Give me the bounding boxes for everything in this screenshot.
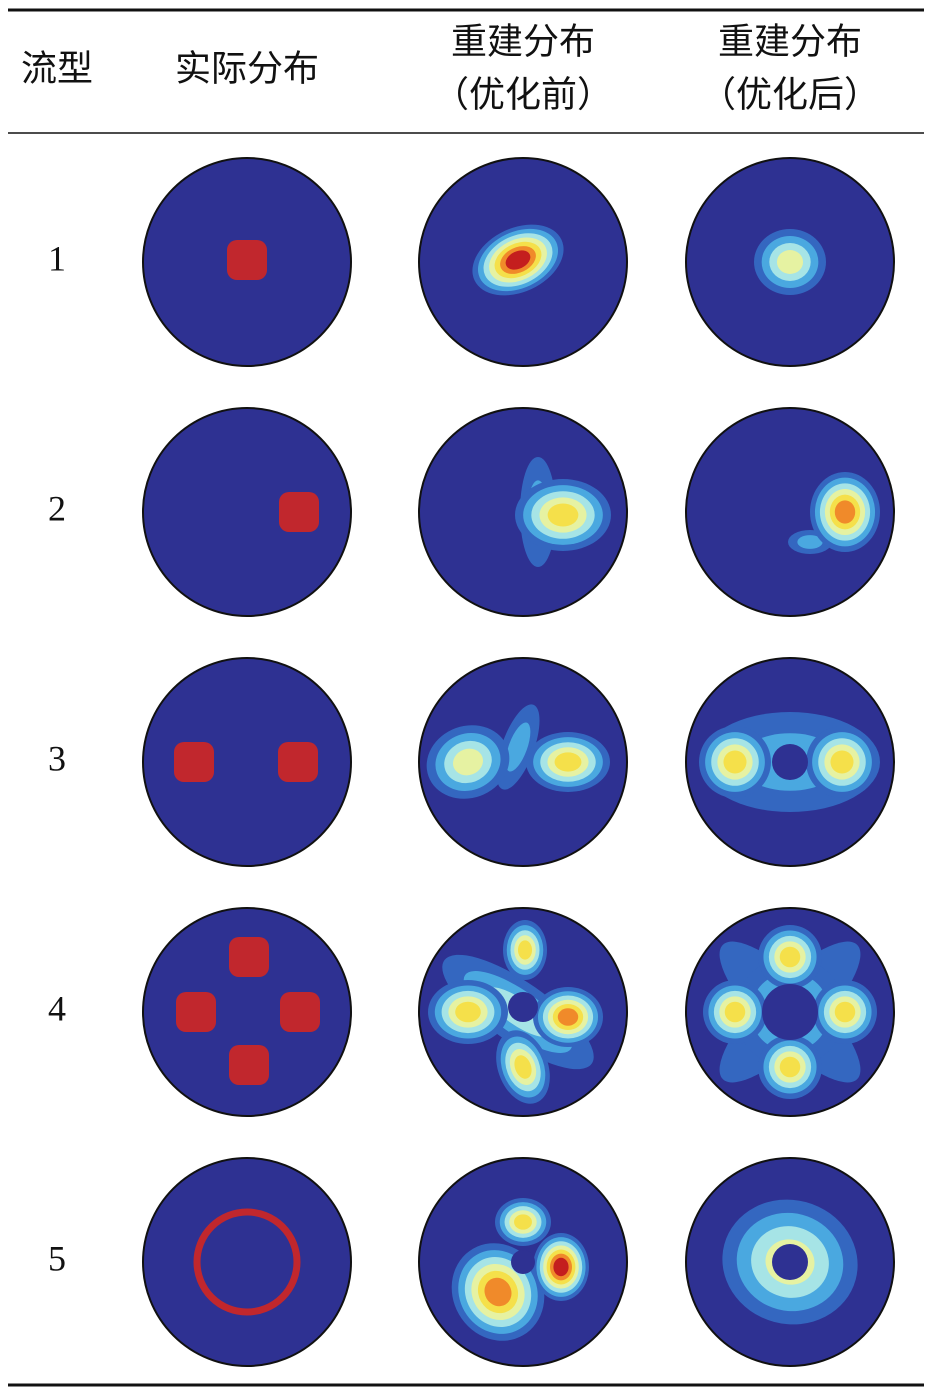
target	[279, 492, 319, 532]
blob	[724, 1001, 746, 1023]
rim	[418, 407, 628, 617]
image	[686, 408, 894, 616]
blob	[453, 748, 483, 776]
background	[143, 908, 351, 1116]
target	[176, 992, 216, 1032]
hole	[508, 992, 538, 1022]
image	[686, 158, 894, 366]
rim	[142, 907, 352, 1117]
image	[143, 408, 351, 616]
image	[419, 908, 627, 1116]
target	[278, 742, 318, 782]
rim	[418, 657, 628, 867]
blob	[776, 250, 804, 274]
header-cell: 实际分布	[175, 48, 319, 88]
header-cell: （优化前）	[433, 74, 613, 114]
image	[419, 408, 627, 616]
hole	[772, 744, 808, 780]
rim	[685, 407, 895, 617]
blob	[514, 1214, 532, 1230]
rim	[685, 907, 895, 1117]
rim	[142, 657, 352, 867]
blob	[547, 503, 579, 527]
row-label: 4	[48, 988, 66, 1028]
blob	[455, 1001, 481, 1023]
header-cell: 重建分布	[451, 21, 595, 61]
target	[227, 240, 267, 280]
header-cell: 重建分布	[718, 21, 862, 61]
rim	[142, 157, 352, 367]
background	[143, 1158, 351, 1366]
header-cell: （优化后）	[700, 74, 880, 114]
blob	[830, 750, 854, 774]
blob	[834, 1001, 856, 1023]
row-label: 1	[48, 238, 66, 278]
image	[419, 158, 627, 366]
image	[686, 1158, 894, 1366]
rim	[418, 1157, 628, 1367]
image	[143, 908, 351, 1116]
target-ring	[193, 1208, 301, 1316]
blob	[484, 1277, 512, 1307]
background	[143, 658, 351, 866]
header-cell: 流型	[21, 48, 93, 88]
rim	[418, 157, 628, 367]
blob	[797, 535, 823, 549]
row-label: 2	[48, 488, 66, 528]
rim	[685, 157, 895, 367]
row-label: 3	[48, 738, 66, 778]
image	[143, 1158, 351, 1366]
hole	[762, 984, 818, 1040]
image	[686, 658, 894, 866]
row-label: 5	[48, 1238, 66, 1278]
hole	[511, 1250, 535, 1274]
blob	[779, 1056, 801, 1078]
blob	[779, 946, 801, 968]
target	[174, 742, 214, 782]
image	[686, 908, 894, 1116]
blob	[557, 1008, 579, 1026]
blob	[505, 722, 531, 772]
rim	[142, 1157, 352, 1367]
blob	[505, 250, 531, 270]
rim	[142, 407, 352, 617]
blob	[554, 752, 582, 772]
background	[143, 408, 351, 616]
image	[419, 658, 627, 866]
blob	[723, 750, 747, 774]
blob	[834, 500, 856, 524]
rim	[685, 657, 895, 867]
image	[143, 158, 351, 366]
rim	[418, 907, 628, 1117]
hole	[772, 1244, 808, 1280]
blob	[514, 1055, 532, 1079]
blob	[553, 1257, 569, 1277]
image	[143, 658, 351, 866]
target	[229, 1045, 269, 1085]
image	[419, 1158, 627, 1366]
target	[280, 992, 320, 1032]
rim	[685, 1157, 895, 1367]
target	[229, 937, 269, 977]
blob	[517, 940, 533, 960]
